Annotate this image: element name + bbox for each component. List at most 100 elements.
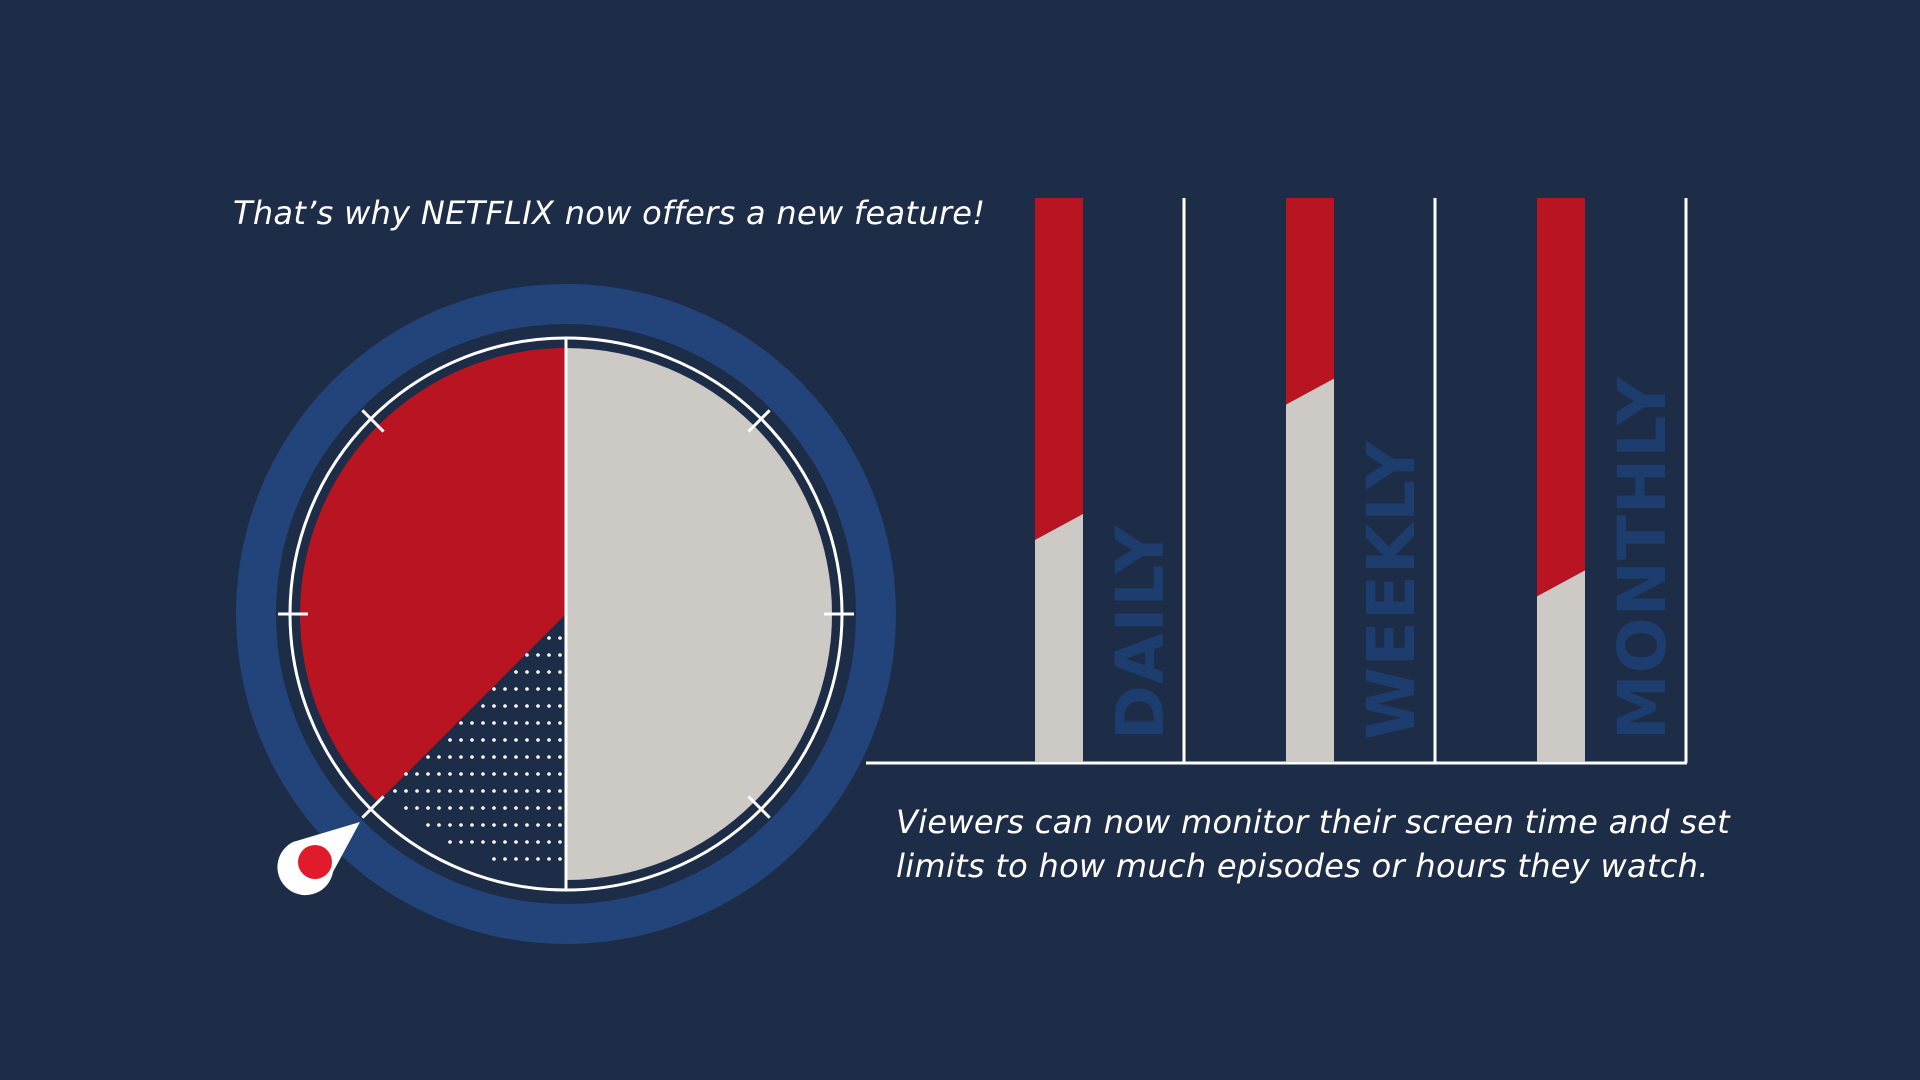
dot [503,840,507,844]
bar-daily: DAILY [1035,198,1179,762]
dot [536,823,540,827]
dot [514,721,518,725]
dot [492,704,496,708]
dot [514,806,518,810]
bar-gray-part [1035,513,1083,762]
dot [415,806,419,810]
dot [503,772,507,776]
description-line-2: limits to how much episodes or hours the… [896,847,1709,885]
dot [437,772,441,776]
dot [547,755,551,759]
dot [558,704,562,708]
dot [426,789,430,793]
bar-label-monthly: MONTHLY [1604,376,1681,740]
dot [470,772,474,776]
dot [415,789,419,793]
dot [547,653,551,657]
dot [514,857,518,861]
dot [536,789,540,793]
dot [536,772,540,776]
dot [547,636,551,640]
dot [503,755,507,759]
dot [558,687,562,691]
dot [536,721,540,725]
dot [404,772,408,776]
dot [437,755,441,759]
dot [525,806,529,810]
dot [459,755,463,759]
dot [547,857,551,861]
dot [426,772,430,776]
dot [514,670,518,674]
dot [503,738,507,742]
dot [514,755,518,759]
dot [448,772,452,776]
clock-gauge [236,284,896,944]
dot [558,806,562,810]
dot [470,738,474,742]
dot [492,857,496,861]
dot [393,789,397,793]
dot [547,738,551,742]
dot [558,823,562,827]
dot [536,738,540,742]
dot [525,687,529,691]
dot [404,789,408,793]
dot [536,840,540,844]
dot [514,789,518,793]
dot [470,806,474,810]
dot [492,823,496,827]
dot [459,738,463,742]
dot [492,772,496,776]
dot [448,806,452,810]
bar-red-part [1537,198,1585,597]
dot [459,789,463,793]
dot [404,806,408,810]
dot [547,670,551,674]
dot [503,721,507,725]
dot [492,721,496,725]
dot [536,670,540,674]
clock-tick [747,795,771,819]
dot [547,789,551,793]
dot [558,721,562,725]
dot [525,738,529,742]
dot [481,721,485,725]
dot [481,806,485,810]
dot [481,755,485,759]
bar-gray-part [1286,378,1334,762]
dot [558,789,562,793]
dot [492,806,496,810]
dot [525,670,529,674]
dot [525,840,529,844]
dot [470,721,474,725]
clock-tick [747,409,771,433]
dot [514,704,518,708]
dot [437,789,441,793]
dot [514,772,518,776]
dot [525,653,529,657]
headline-text: That’s why NETFLIX now offers a new feat… [233,194,986,232]
dot [481,772,485,776]
clock-dotted-sector [393,636,562,861]
dot [503,704,507,708]
dot [448,823,452,827]
dot [525,704,529,708]
dot [547,721,551,725]
dot [536,653,540,657]
dot [481,823,485,827]
dot [426,823,430,827]
clock-red-sector [300,348,566,803]
dot [415,772,419,776]
dot [536,806,540,810]
dot [514,823,518,827]
dot [558,653,562,657]
dot [437,823,441,827]
clock-ticks [278,409,854,819]
dot [536,704,540,708]
dot [492,840,496,844]
dot [503,806,507,810]
bar-gray-part [1537,570,1585,762]
dot [448,840,452,844]
map-pin-icon [277,822,360,896]
